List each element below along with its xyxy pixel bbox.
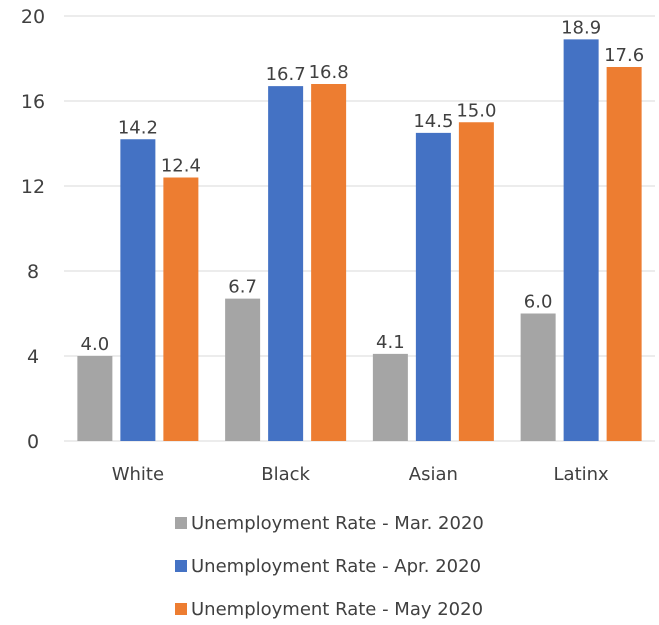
y-tick-label: 12 bbox=[21, 176, 45, 198]
data-label: 4.1 bbox=[376, 332, 405, 353]
data-label: 4.0 bbox=[81, 334, 110, 355]
bar-black-series-2 bbox=[268, 86, 304, 441]
data-label: 12.4 bbox=[161, 156, 201, 177]
gridlines bbox=[64, 15, 655, 442]
data-label: 17.6 bbox=[604, 45, 644, 66]
data-label: 16.8 bbox=[309, 62, 349, 83]
legend-swatch bbox=[175, 603, 187, 615]
data-label: 15.0 bbox=[456, 100, 496, 121]
bars bbox=[77, 39, 642, 441]
bar-white-series-1 bbox=[77, 356, 113, 441]
y-axis-tick-labels: 0 4 8 12 16 20 bbox=[21, 6, 45, 453]
category-label-white: White bbox=[112, 464, 164, 485]
data-label: 18.9 bbox=[561, 17, 601, 38]
data-labels: 4.0 14.212.4 6.7 16.7 16.8 4.1 14.515.0 6.0 18.9… bbox=[81, 17, 645, 355]
bar-asian-series-1 bbox=[372, 353, 408, 441]
bar-asian-series-3 bbox=[458, 122, 494, 441]
legend-item: Unemployment Rate - Mar. 2020 bbox=[175, 513, 484, 534]
y-tick-label: 4 bbox=[27, 346, 39, 368]
bar-white-series-2 bbox=[120, 139, 156, 441]
category-label-black: Black bbox=[261, 464, 310, 485]
y-tick-label: 20 bbox=[21, 6, 45, 28]
legend: Unemployment Rate - Mar. 2020 Unemploymen… bbox=[175, 513, 484, 620]
bar-latinx-series-1 bbox=[520, 313, 556, 441]
x-axis-category-labels: White Black Asian Latinx bbox=[112, 464, 609, 485]
data-label: 14.5 bbox=[413, 111, 453, 132]
legend-item: Unemployment Rate - May 2020 bbox=[175, 599, 483, 620]
bar-latinx-series-3 bbox=[606, 67, 642, 441]
legend-label: Unemployment Rate - Mar. 2020 bbox=[191, 513, 484, 534]
data-label: 16.7 bbox=[266, 64, 306, 85]
y-tick-label: 16 bbox=[21, 91, 45, 113]
bar-latinx-series-2 bbox=[563, 39, 599, 441]
bar-asian-series-2 bbox=[415, 132, 451, 441]
legend-swatch bbox=[175, 560, 187, 572]
bar-black-series-3 bbox=[311, 84, 347, 441]
bar-white-series-3 bbox=[163, 177, 199, 441]
legend-item: Unemployment Rate - Apr. 2020 bbox=[175, 556, 481, 577]
y-tick-label: 8 bbox=[27, 261, 39, 283]
data-label: 6.0 bbox=[524, 292, 553, 313]
bar-black-series-1 bbox=[225, 298, 261, 441]
data-label: 6.7 bbox=[228, 277, 257, 298]
data-label: 14.2 bbox=[118, 117, 158, 138]
category-label-latinx: Latinx bbox=[554, 464, 610, 485]
legend-label: Unemployment Rate - Apr. 2020 bbox=[191, 556, 481, 577]
legend-label: Unemployment Rate - May 2020 bbox=[191, 599, 483, 620]
category-label-asian: Asian bbox=[409, 464, 458, 485]
legend-swatch bbox=[175, 517, 187, 529]
y-tick-label: 0 bbox=[27, 431, 39, 453]
